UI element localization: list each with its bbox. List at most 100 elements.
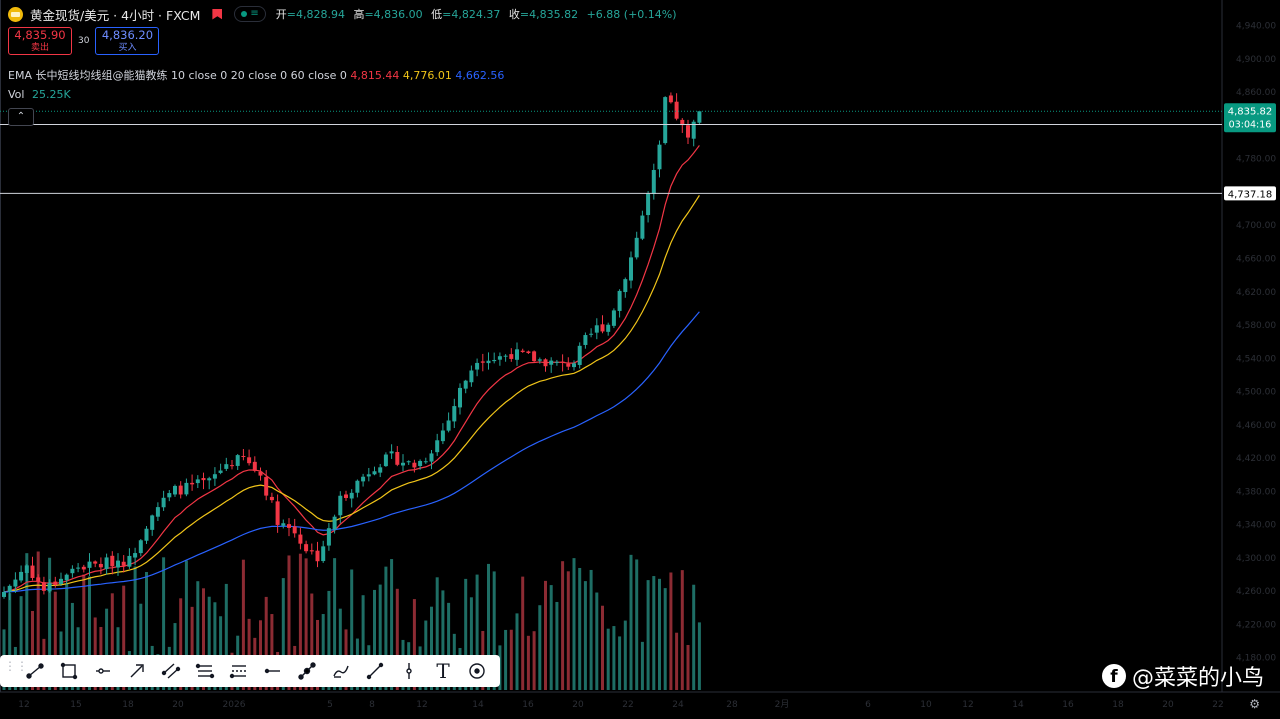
horizontal-line-icon[interactable] <box>256 657 290 685</box>
candle <box>36 574 41 584</box>
fib-retracement-icon[interactable] <box>188 657 222 685</box>
sell-button[interactable]: 4,835.90 卖出 <box>8 27 72 55</box>
candle-body <box>543 359 548 367</box>
candle <box>121 555 126 573</box>
candle-body <box>697 111 702 123</box>
candle-body <box>520 350 525 352</box>
candle <box>429 450 434 470</box>
volume-bar <box>675 632 679 690</box>
candle <box>138 538 143 557</box>
candle <box>606 322 611 336</box>
candle-body <box>53 581 58 585</box>
trend-line-icon[interactable] <box>18 657 52 685</box>
candle <box>418 459 423 470</box>
low-label: 低 <box>431 8 443 21</box>
volume-bar <box>82 574 86 690</box>
candle-body <box>503 355 508 357</box>
candle <box>264 470 269 501</box>
candle <box>258 467 263 481</box>
volume-bar <box>487 563 490 690</box>
candle-body <box>138 540 143 554</box>
volume-bar <box>447 602 451 690</box>
close-value: =4,835.82 <box>519 8 579 21</box>
volume-bar <box>179 598 183 690</box>
ema-legend[interactable]: EMA 长中短线均线组@能猫教练 10 close 0 20 close 0 6… <box>8 67 504 83</box>
candle <box>492 352 497 364</box>
brush-icon[interactable] <box>324 657 358 685</box>
candle-body <box>19 571 24 581</box>
candle-body <box>133 553 138 558</box>
volume-bar <box>333 558 337 690</box>
volume-bar <box>549 585 553 690</box>
collapse-legend-button[interactable]: ⌃ <box>8 108 34 126</box>
fib-extension-icon[interactable] <box>222 657 256 685</box>
flag-icon[interactable] <box>212 8 223 20</box>
candle <box>475 358 480 377</box>
candle-body <box>617 290 622 311</box>
volume-bar <box>658 578 661 690</box>
time-tick-label: 6 <box>865 700 871 710</box>
circle-icon[interactable] <box>460 657 494 685</box>
volume-bar <box>31 610 34 690</box>
volume-series <box>2 551 701 690</box>
symbol-title[interactable]: 黄金现货/美元 · 4小时 · FXCM <box>30 7 201 23</box>
candle <box>640 210 645 241</box>
time-tick-label: 20 <box>572 700 584 710</box>
candle-body <box>30 565 35 578</box>
candle <box>24 564 29 582</box>
time-tick-label: 18 <box>122 700 134 710</box>
volume-bar <box>669 572 673 690</box>
drag-handle-icon[interactable]: ⋮⋮ <box>4 659 28 673</box>
candle <box>406 460 411 465</box>
candle <box>440 423 445 445</box>
candle-body <box>594 325 599 333</box>
candle-body <box>155 507 160 517</box>
rectangle-icon[interactable] <box>52 657 86 685</box>
candle-body <box>287 524 291 528</box>
candle-body <box>116 560 120 568</box>
candle <box>509 348 514 362</box>
volume-bar <box>19 596 23 690</box>
buy-button[interactable]: 4,836.20 买入 <box>95 27 160 55</box>
candle <box>372 466 377 476</box>
arrow-icon[interactable] <box>120 657 154 685</box>
horizontal-ray-icon[interactable] <box>86 657 120 685</box>
time-tick-label: 10 <box>920 700 932 710</box>
candle <box>549 357 554 373</box>
volume-bar <box>663 588 667 690</box>
market-status-indicator[interactable]: ≡ <box>234 6 266 22</box>
candle <box>19 565 24 583</box>
volume-bar <box>247 618 251 690</box>
volume-bar <box>88 576 91 690</box>
vertical-line-icon[interactable] <box>392 657 426 685</box>
horizontal-line-price-bg <box>1224 186 1276 201</box>
price-tick-label: 4,860.00 <box>1236 88 1276 98</box>
candle <box>412 459 417 473</box>
market-open-dot-icon <box>241 11 248 17</box>
candle <box>127 548 132 569</box>
volume-bar <box>196 581 200 690</box>
candle-body <box>304 544 309 552</box>
volume-bar <box>321 614 325 690</box>
candle <box>70 565 75 578</box>
candle <box>395 446 400 467</box>
path-icon[interactable] <box>290 657 324 685</box>
volume-legend[interactable]: Vol 25.25K <box>8 88 71 101</box>
time-tick-label: 12 <box>416 700 427 710</box>
line-segment-icon[interactable] <box>358 657 392 685</box>
gold-coin-icon <box>8 6 23 22</box>
symbol-legend: 黄金现货/美元 · 4小时 · FXCM ≡ 开=4,828.94 高=4,83… <box>8 5 682 23</box>
candle <box>104 553 109 575</box>
candle <box>47 579 52 593</box>
drawing-toolbar: ⋮⋮ T <box>0 655 500 687</box>
candle <box>537 357 542 364</box>
settings-gear-icon[interactable]: ⚙ <box>1249 697 1260 711</box>
candle-body <box>87 561 92 568</box>
candle <box>173 484 177 497</box>
candle-body <box>366 474 371 477</box>
volume-bar <box>202 588 205 690</box>
time-tick-label: 12 <box>962 700 973 710</box>
parallel-channel-icon[interactable] <box>154 657 188 685</box>
text-icon[interactable]: T <box>436 659 450 683</box>
